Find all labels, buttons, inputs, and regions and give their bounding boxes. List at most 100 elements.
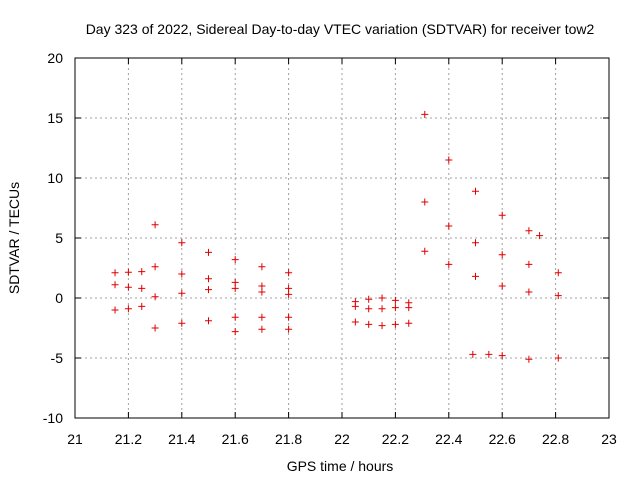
data-point xyxy=(151,293,159,301)
data-point xyxy=(285,269,293,277)
data-point xyxy=(231,278,239,286)
data-point xyxy=(378,294,386,302)
x-tick-label: 21 xyxy=(67,431,83,447)
series-arc-h xyxy=(231,325,293,336)
data-point xyxy=(365,305,373,313)
data-point xyxy=(498,352,506,360)
y-tick-label: 0 xyxy=(55,290,63,306)
series-arc-j xyxy=(351,302,413,313)
data-point xyxy=(378,305,386,313)
data-point xyxy=(205,286,212,294)
data-point xyxy=(469,350,477,358)
data-point xyxy=(138,268,146,276)
data-point xyxy=(554,292,562,300)
data-point xyxy=(111,269,119,277)
data-point xyxy=(124,305,132,313)
data-point xyxy=(391,304,399,312)
series-arc-i xyxy=(351,294,413,307)
series-arc-b xyxy=(111,281,146,292)
data-point xyxy=(111,281,119,289)
data-point xyxy=(258,325,266,333)
data-point xyxy=(391,320,399,328)
data-point xyxy=(285,284,293,292)
data-point xyxy=(151,324,159,332)
data-point xyxy=(111,306,119,314)
x-tick-label: 22.2 xyxy=(382,431,409,447)
chart-title: Day 323 of 2022, Sidereal Day-to-day VTE… xyxy=(86,21,595,37)
x-tick-label: 22 xyxy=(334,431,350,447)
data-point xyxy=(554,354,562,362)
y-tick-label: -10 xyxy=(43,410,63,426)
data-point xyxy=(231,313,239,321)
data-point xyxy=(138,302,146,310)
data-point xyxy=(485,350,493,358)
data-point xyxy=(421,247,429,255)
data-point xyxy=(554,269,562,277)
data-point xyxy=(536,232,544,240)
data-point xyxy=(525,260,533,268)
data-point xyxy=(138,284,146,292)
series-arc-d xyxy=(151,221,293,277)
data-point xyxy=(421,198,429,206)
data-point xyxy=(258,313,266,321)
series-arc-c xyxy=(111,302,146,314)
y-tick-label: 10 xyxy=(47,170,63,186)
x-tick-label: 22.4 xyxy=(435,431,462,447)
x-tick-label: 23 xyxy=(601,431,617,447)
data-point xyxy=(525,355,533,363)
data-point xyxy=(378,322,386,330)
y-tick-label: 20 xyxy=(47,50,63,66)
data-point xyxy=(365,295,373,303)
x-tick-label: 21.6 xyxy=(222,431,249,447)
data-point xyxy=(285,313,293,321)
data-point xyxy=(258,288,266,296)
y-tick-label: -5 xyxy=(51,350,64,366)
data-point xyxy=(445,156,453,164)
data-point xyxy=(351,318,359,326)
data-point xyxy=(151,221,159,229)
data-point xyxy=(178,270,186,278)
data-point xyxy=(285,325,293,333)
data-point xyxy=(405,319,413,327)
series-arc-k xyxy=(351,318,413,330)
data-point xyxy=(178,239,186,247)
series-arc-e xyxy=(151,263,293,292)
data-point xyxy=(351,302,359,310)
data-point xyxy=(231,284,239,292)
x-tick-label: 21.4 xyxy=(168,431,195,447)
x-tick-labels: 21 21.2 21.4 21.6 21.8 22 22.2 22.4 22.6 22.8 23 xyxy=(67,431,617,447)
series-arc-f xyxy=(151,284,293,301)
y-tick-label: 15 xyxy=(47,110,63,126)
series-arc-n xyxy=(421,247,562,300)
y-tick-labels: -10 -5 0 5 10 15 20 xyxy=(43,50,63,426)
series-arc-o xyxy=(469,350,562,363)
data-point xyxy=(472,272,479,280)
data-point xyxy=(472,187,479,195)
data-point xyxy=(421,110,429,118)
data-point xyxy=(498,282,506,290)
data-point xyxy=(405,304,413,312)
data-point xyxy=(231,256,239,264)
data-point xyxy=(258,282,266,290)
x-tick-label: 22.8 xyxy=(542,431,569,447)
series-arc-a xyxy=(111,268,146,277)
data-point xyxy=(365,320,373,328)
data-point xyxy=(151,263,159,271)
data-point xyxy=(178,289,186,297)
data-point xyxy=(498,251,506,259)
data-point xyxy=(205,317,212,325)
y-tick-label: 5 xyxy=(55,230,63,246)
data-point xyxy=(178,319,186,327)
data-point xyxy=(258,263,266,271)
x-tick-label: 22.6 xyxy=(489,431,516,447)
data-point xyxy=(498,211,506,219)
data-point xyxy=(124,283,132,291)
series-arc-l xyxy=(421,110,544,240)
data-point xyxy=(124,268,132,276)
data-point xyxy=(472,239,479,247)
axis-ticks xyxy=(74,57,610,419)
series-arc-m xyxy=(421,198,562,277)
data-point xyxy=(445,260,453,268)
